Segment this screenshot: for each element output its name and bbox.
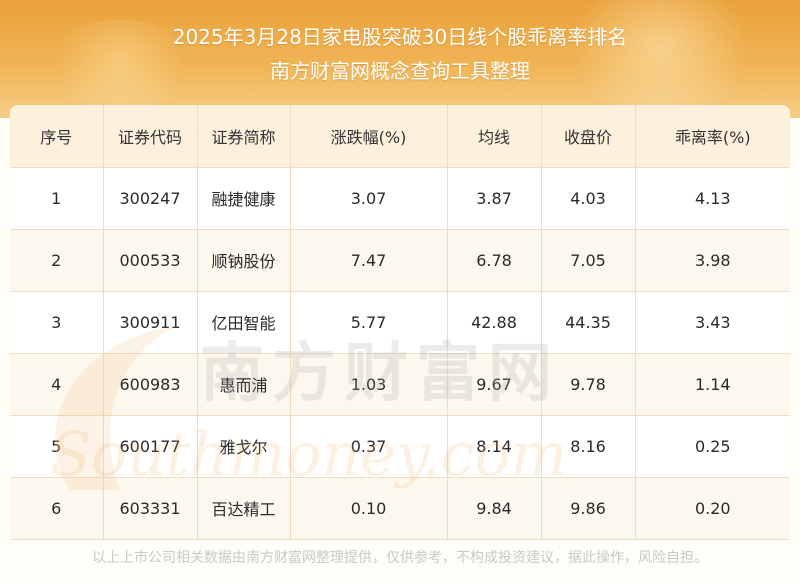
table-cell: 亿田智能: [197, 291, 291, 354]
table-cell: 融捷健康: [197, 167, 291, 230]
table-cell: 0.20: [635, 477, 790, 540]
table-header-row: 序号 证券代码 证券简称 涨跌幅(%) 均线 收盘价 乖离率(%): [10, 105, 790, 168]
column-header: 证券简称: [197, 105, 291, 168]
title-banner: [0, 0, 800, 118]
table-cell: 4.13: [635, 167, 790, 230]
column-header: 证券代码: [103, 105, 198, 168]
table-cell: 惠而浦: [197, 353, 291, 416]
table-cell: 3: [10, 291, 104, 354]
table-cell: 7.05: [541, 229, 636, 292]
table-cell: 42.88: [447, 291, 542, 354]
table-cell: 雅戈尔: [197, 415, 291, 478]
table-cell: 5.77: [290, 291, 448, 354]
column-header: 序号: [10, 105, 104, 168]
table-cell: 44.35: [541, 291, 636, 354]
table-cell: 9.84: [447, 477, 542, 540]
banner-glow-left: [40, 20, 200, 110]
table-cell: 3.43: [635, 291, 790, 354]
table-cell: 000533: [103, 229, 198, 292]
table-cell: 2: [10, 229, 104, 292]
column-header: 均线: [447, 105, 542, 168]
column-header: 收盘价: [541, 105, 636, 168]
table-cell: 3.87: [447, 167, 542, 230]
table-row: 4 600983 惠而浦 1.03 9.67 9.78 1.14: [10, 353, 790, 416]
table-cell: 8.14: [447, 415, 542, 478]
column-header: 涨跌幅(%): [290, 105, 448, 168]
table-cell: 顺钠股份: [197, 229, 291, 292]
table-cell: 5: [10, 415, 104, 478]
table-cell: 9.67: [447, 353, 542, 416]
table-cell: 0.10: [290, 477, 448, 540]
banner-glow: [550, 0, 770, 110]
table-cell: 300911: [103, 291, 198, 354]
table-cell: 8.16: [541, 415, 636, 478]
table-cell: 1.03: [290, 353, 448, 416]
table-cell: 4.03: [541, 167, 636, 230]
table-cell: 300247: [103, 167, 198, 230]
table-cell: 6.78: [447, 229, 542, 292]
table-card: 序号 证券代码 证券简称 涨跌幅(%) 均线 收盘价 乖离率(%) 1 3002…: [10, 105, 790, 540]
table-row: 3 300911 亿田智能 5.77 42.88 44.35 3.43: [10, 291, 790, 354]
table-cell: 0.25: [635, 415, 790, 478]
table-cell: 600177: [103, 415, 198, 478]
ranking-table: 序号 证券代码 证券简称 涨跌幅(%) 均线 收盘价 乖离率(%) 1 3002…: [10, 105, 790, 540]
table-row: 5 600177 雅戈尔 0.37 8.14 8.16 0.25: [10, 415, 790, 478]
table-cell: 6: [10, 477, 104, 540]
table-cell: 4: [10, 353, 104, 416]
table-cell: 1.14: [635, 353, 790, 416]
table-row: 2 000533 顺钠股份 7.47 6.78 7.05 3.98: [10, 229, 790, 292]
table-cell: 1: [10, 167, 104, 230]
table-cell: 600983: [103, 353, 198, 416]
table-cell: 603331: [103, 477, 198, 540]
table-row: 1 300247 融捷健康 3.07 3.87 4.03 4.13: [10, 167, 790, 230]
table-cell: 7.47: [290, 229, 448, 292]
table-row: 6 603331 百达精工 0.10 9.84 9.86 0.20: [10, 477, 790, 540]
footer-disclaimer: 以上上市公司相关数据由南方财富网整理提供，仅供参考，不构成投资建议，据此操作，风…: [92, 550, 708, 566]
table-cell: 百达精工: [197, 477, 291, 540]
table-cell: 9.86: [541, 477, 636, 540]
table-cell: 3.98: [635, 229, 790, 292]
table-cell: 3.07: [290, 167, 448, 230]
page-subtitle: 南方财富网概念查询工具整理: [270, 59, 530, 83]
table-cell: 0.37: [290, 415, 448, 478]
page-title: 2025年3月28日家电股突破30日线个股乖离率排名: [172, 25, 628, 49]
column-header: 乖离率(%): [635, 105, 790, 168]
table-cell: 9.78: [541, 353, 636, 416]
